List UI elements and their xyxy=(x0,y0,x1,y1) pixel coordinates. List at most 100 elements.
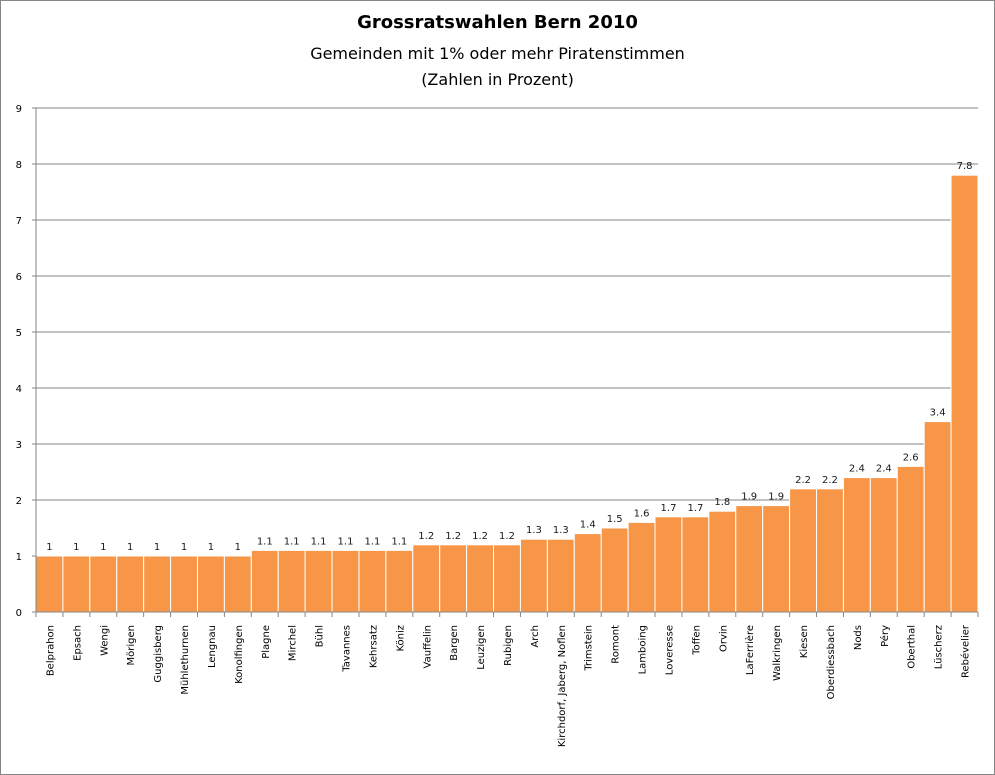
x-tick-label: Bühl xyxy=(315,625,326,647)
chart-title: Grossratswahlen Bern 2010 xyxy=(357,12,638,33)
bar xyxy=(654,516,683,613)
y-tick-label: 6 xyxy=(16,272,22,283)
data-label: 2.4 xyxy=(876,464,892,475)
data-label: 1.9 xyxy=(741,492,757,503)
x-tick-label: Köniz xyxy=(395,625,406,652)
x-tick-label: Konolfingen xyxy=(234,625,245,684)
data-label: 1 xyxy=(208,542,214,553)
x-tick-label: Kiesen xyxy=(799,625,810,658)
data-label: 2.6 xyxy=(903,452,919,463)
data-label: 2.2 xyxy=(822,475,838,486)
data-label: 1.1 xyxy=(257,536,273,547)
bar xyxy=(762,505,791,613)
bar xyxy=(842,477,871,613)
x-tick-label: Lüscherz xyxy=(934,625,945,669)
bar xyxy=(358,549,387,613)
y-tick-label: 1 xyxy=(16,552,22,563)
data-label: 1.1 xyxy=(391,536,407,547)
bar xyxy=(196,555,225,613)
bar xyxy=(816,488,844,613)
y-tick-label: 9 xyxy=(16,104,22,115)
y-tick-label: 3 xyxy=(16,440,22,451)
x-tick-label: Rubigen xyxy=(503,625,514,666)
data-label: 1.7 xyxy=(661,503,677,514)
bar xyxy=(923,421,952,613)
x-tick-label: Mirchel xyxy=(288,625,299,661)
bar xyxy=(735,505,764,613)
bar xyxy=(600,527,629,613)
data-label: 7.8 xyxy=(957,161,973,172)
x-tick-label: LaFerrière xyxy=(744,625,756,675)
data-label: 1.7 xyxy=(687,503,703,514)
y-tick-label: 5 xyxy=(16,328,22,339)
data-label: 1.1 xyxy=(364,536,380,547)
bar xyxy=(250,549,279,613)
bar xyxy=(223,555,252,613)
x-tick-label: Toffen xyxy=(691,625,702,656)
y-tick-label: 8 xyxy=(16,160,22,171)
x-tick-label: Kehrsatz xyxy=(368,625,379,668)
x-tick-label: Loveresse xyxy=(664,625,675,675)
bar xyxy=(412,544,441,613)
x-tick-label: Arch xyxy=(530,625,541,648)
bar xyxy=(950,174,979,613)
data-label: 1 xyxy=(73,542,79,553)
x-tick-label: Guggisberg xyxy=(153,625,164,683)
data-label: 1.3 xyxy=(553,525,569,536)
bar xyxy=(708,510,737,613)
x-tick-label: Vauffelin xyxy=(422,625,433,668)
x-tick-label: Tavannes xyxy=(342,625,353,673)
data-label: 1.5 xyxy=(607,514,623,525)
bar xyxy=(143,555,172,613)
x-tick-label: Mörigen xyxy=(126,625,137,665)
bar xyxy=(304,549,333,613)
x-tick-label: Epsach xyxy=(72,625,83,661)
data-label: 1.2 xyxy=(445,531,461,542)
y-tick-label: 2 xyxy=(16,496,22,507)
chart-subtitle-units: (Zahlen in Prozent) xyxy=(421,70,574,89)
data-label: 1.1 xyxy=(284,536,300,547)
chart-subtitle: Gemeinden mit 1% oder mehr Piratenstimme… xyxy=(310,44,685,63)
bar xyxy=(896,465,925,613)
x-tick-label: Nods xyxy=(853,625,864,650)
x-tick-label: Lengnau xyxy=(207,625,218,668)
x-tick-label: Péry xyxy=(879,625,891,647)
x-tick-label: Walkringen xyxy=(772,625,783,681)
data-label: 1 xyxy=(235,542,241,553)
bar xyxy=(62,555,91,613)
x-tick-label: Leuzigen xyxy=(476,625,487,670)
data-label: 1 xyxy=(100,542,106,553)
data-label: 1.1 xyxy=(338,536,354,547)
x-tick-label: Belprahon xyxy=(45,625,56,676)
bar xyxy=(466,544,495,613)
data-label: 1.2 xyxy=(472,531,488,542)
bar xyxy=(277,549,306,613)
x-tick-label: Wengi xyxy=(99,625,110,656)
bar xyxy=(681,516,710,613)
data-label: 1.3 xyxy=(526,525,542,536)
bar xyxy=(170,555,198,613)
data-label: 2.4 xyxy=(849,464,865,475)
data-label: 1.2 xyxy=(499,531,515,542)
bar xyxy=(869,477,898,613)
x-tick-label: Oberdiessbach xyxy=(826,625,837,699)
bar xyxy=(546,538,575,613)
x-tick-label: Mühlethurnen xyxy=(180,625,191,695)
bar xyxy=(789,488,818,613)
bar xyxy=(116,555,145,613)
bar xyxy=(493,544,521,613)
bar xyxy=(573,533,602,613)
data-label: 1.8 xyxy=(714,497,730,508)
x-tick-label: Bargen xyxy=(449,625,460,661)
x-tick-label: Orvin xyxy=(718,625,729,652)
bar xyxy=(89,555,118,613)
bar xyxy=(519,538,548,613)
data-label: 1 xyxy=(154,542,160,553)
data-label: 1.2 xyxy=(418,531,434,542)
x-tick-label: Lamboing xyxy=(638,625,649,674)
x-tick-label: Oberthal xyxy=(907,625,918,669)
y-tick-label: 4 xyxy=(16,384,22,395)
x-tick-label: Trimstein xyxy=(584,625,595,672)
y-tick-label: 7 xyxy=(16,216,22,227)
